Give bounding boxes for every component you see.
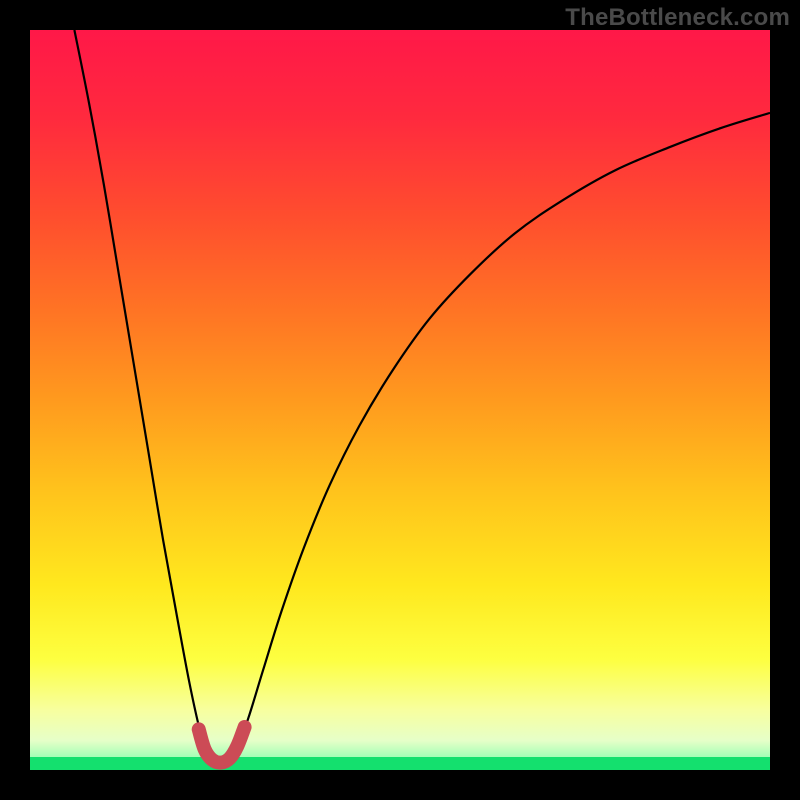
gradient-background	[30, 30, 770, 770]
chart-container: TheBottleneck.com	[0, 0, 800, 800]
watermark-text: TheBottleneck.com	[565, 4, 790, 32]
green-strip	[30, 757, 770, 770]
plot-area	[30, 30, 770, 770]
